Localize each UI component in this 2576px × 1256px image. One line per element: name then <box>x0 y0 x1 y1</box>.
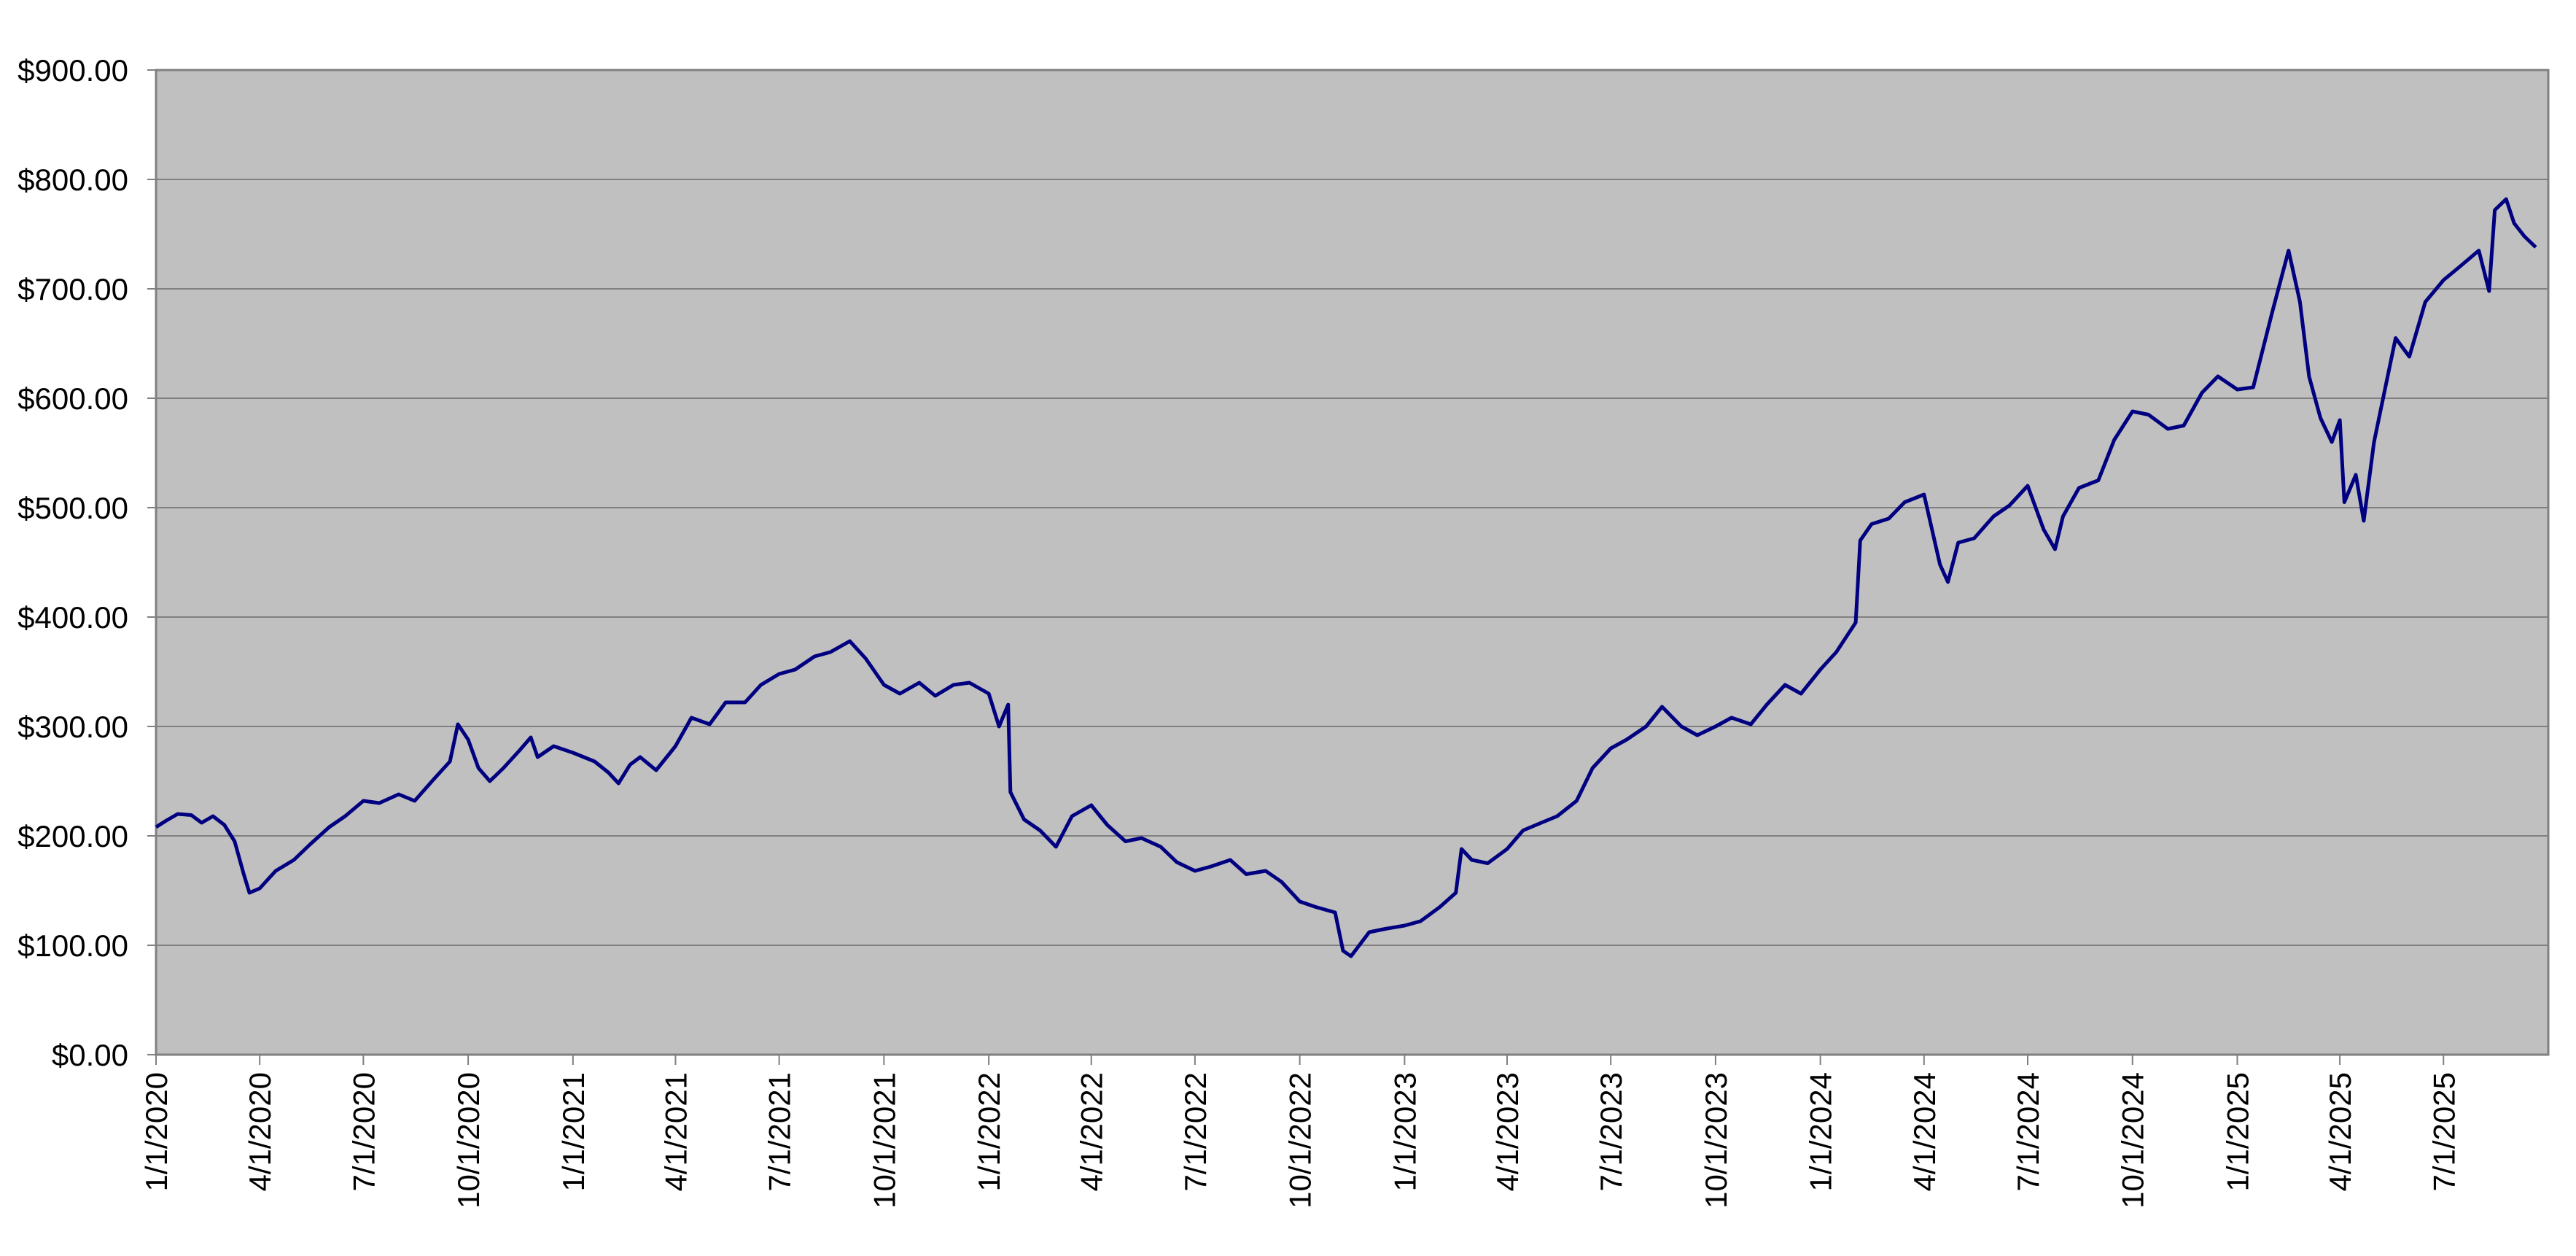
x-tick-label-12: 1/1/2023 <box>1388 1072 1422 1192</box>
x-tick-label-11: 10/1/2022 <box>1283 1072 1318 1209</box>
plot-border <box>155 69 2550 1056</box>
x-tick-label-1: 4/1/2020 <box>243 1072 277 1192</box>
x-tick-label-17: 4/1/2024 <box>1907 1072 1942 1192</box>
x-tick-label-4: 1/1/2021 <box>556 1072 591 1192</box>
x-tick-label-14: 7/1/2023 <box>1594 1072 1628 1192</box>
x-tick-label-0: 1/1/2020 <box>139 1072 174 1192</box>
x-tick-label-16: 1/1/2024 <box>1804 1072 1838 1192</box>
y-tick-label-0: $0.00 <box>52 1038 128 1072</box>
x-tick-label-9: 4/1/2022 <box>1075 1072 1109 1192</box>
y-tick-label-800: $800.00 <box>17 163 128 197</box>
x-tick-label-8: 1/1/2022 <box>972 1072 1006 1192</box>
y-tick-label-100: $100.00 <box>17 929 128 963</box>
y-tick-label-200: $200.00 <box>17 819 128 853</box>
x-tick-label-22: 7/1/2025 <box>2427 1072 2461 1192</box>
y-tick-label-300: $300.00 <box>17 710 128 744</box>
x-tick-label-18: 7/1/2024 <box>2011 1072 2045 1192</box>
plot-area <box>156 70 2548 1055</box>
x-tick-label-6: 7/1/2021 <box>763 1072 797 1192</box>
y-tick-label-400: $400.00 <box>17 600 128 635</box>
x-tick-label-15: 10/1/2023 <box>1699 1072 1733 1209</box>
x-tick-label-7: 10/1/2021 <box>867 1072 901 1209</box>
x-tick-label-3: 10/1/2020 <box>451 1072 486 1209</box>
x-tick-label-10: 7/1/2022 <box>1178 1072 1213 1192</box>
y-tick-label-500: $500.00 <box>17 491 128 525</box>
y-tick-label-700: $700.00 <box>17 272 128 306</box>
x-tick-label-21: 4/1/2025 <box>2323 1072 2357 1192</box>
x-tick-label-20: 1/1/2025 <box>2220 1072 2254 1192</box>
y-tick-label-900: $900.00 <box>17 53 128 88</box>
x-tick-label-13: 4/1/2023 <box>1490 1072 1525 1192</box>
x-tick-label-19: 10/1/2024 <box>2116 1072 2150 1209</box>
series-line-0 <box>155 197 2537 958</box>
y-tick-label-600: $600.00 <box>17 381 128 416</box>
x-tick-label-2: 7/1/2020 <box>346 1072 381 1192</box>
x-tick-label-5: 4/1/2021 <box>658 1072 693 1192</box>
